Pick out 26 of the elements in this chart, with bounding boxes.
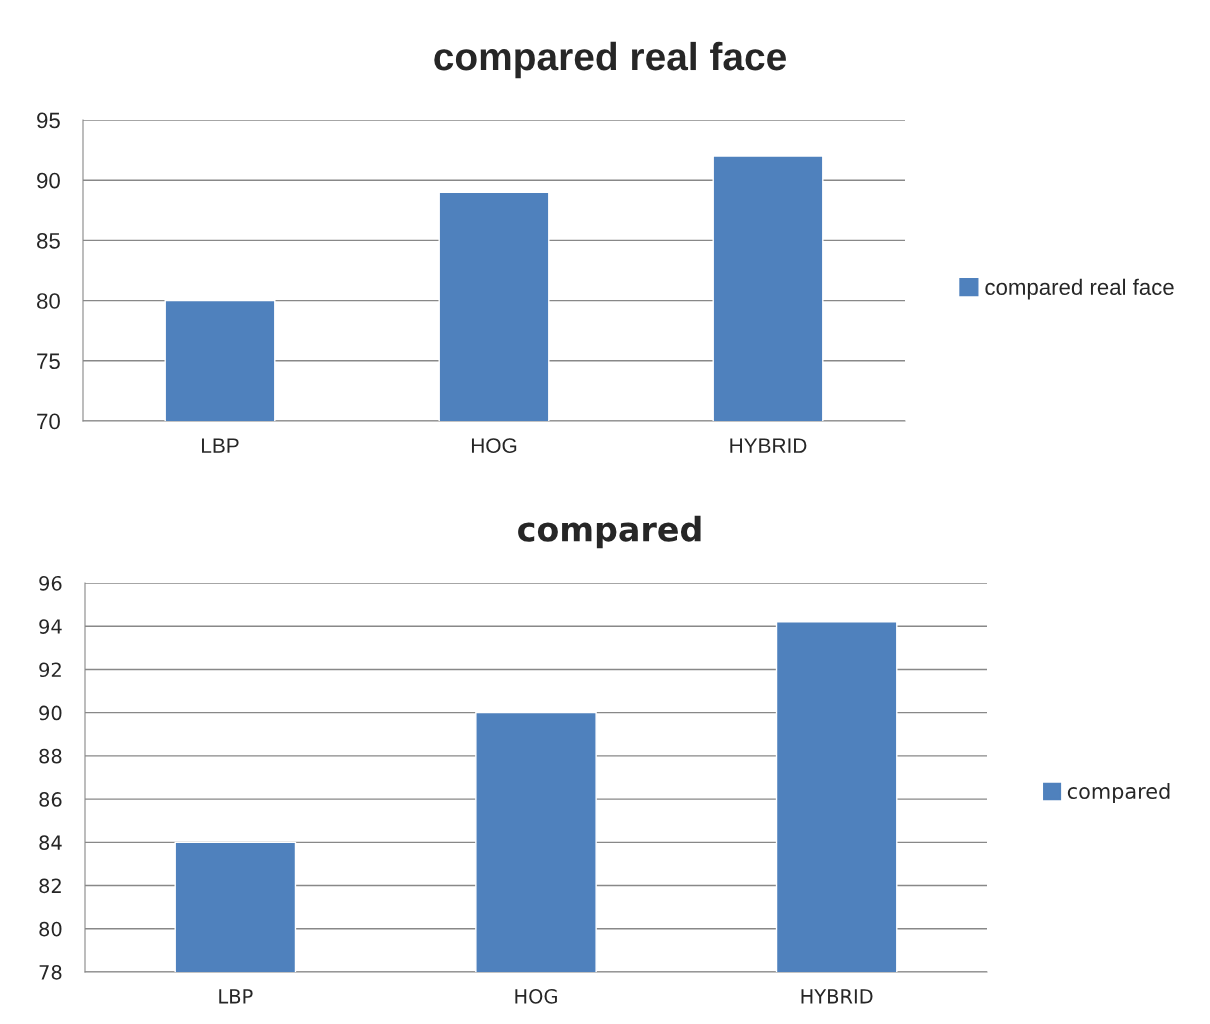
- x-tick-label: LBP: [202, 438, 239, 453]
- chart-title: compared: [518, 515, 701, 549]
- x-tick-label: HOG: [471, 438, 517, 453]
- y-tick-label: 95: [37, 112, 60, 129]
- y-tick-label: 82: [39, 878, 61, 894]
- x-tick-label: HYBRID: [801, 989, 873, 1004]
- y-tick-label: 70: [37, 413, 60, 430]
- y-tick-label: 75: [37, 353, 60, 370]
- y-tick-label: 78: [39, 964, 62, 980]
- y-tick-label: 85: [37, 232, 60, 249]
- y-tick-label: 92: [39, 662, 61, 678]
- y-tick-label: 88: [39, 748, 62, 764]
- y-tick-label: 84: [39, 835, 62, 850]
- y-tick-label: 96: [39, 575, 62, 591]
- y-tick-label: 90: [37, 172, 60, 189]
- x-tick-label: HOG: [515, 989, 557, 1004]
- x-tick-label: LBP: [219, 989, 253, 1004]
- y-tick-label: 86: [39, 792, 62, 807]
- y-tick-label: 90: [39, 705, 62, 721]
- y-tick-label: 80: [37, 293, 60, 309]
- legend-label: compared real face: [985, 278, 1174, 300]
- legend-label: compared: [1067, 782, 1170, 804]
- y-tick-label: 94: [39, 619, 62, 634]
- y-tick-label: 80: [39, 921, 62, 937]
- chart-title: compared real face: [434, 41, 786, 79]
- x-tick-label: HYBRID: [730, 438, 807, 453]
